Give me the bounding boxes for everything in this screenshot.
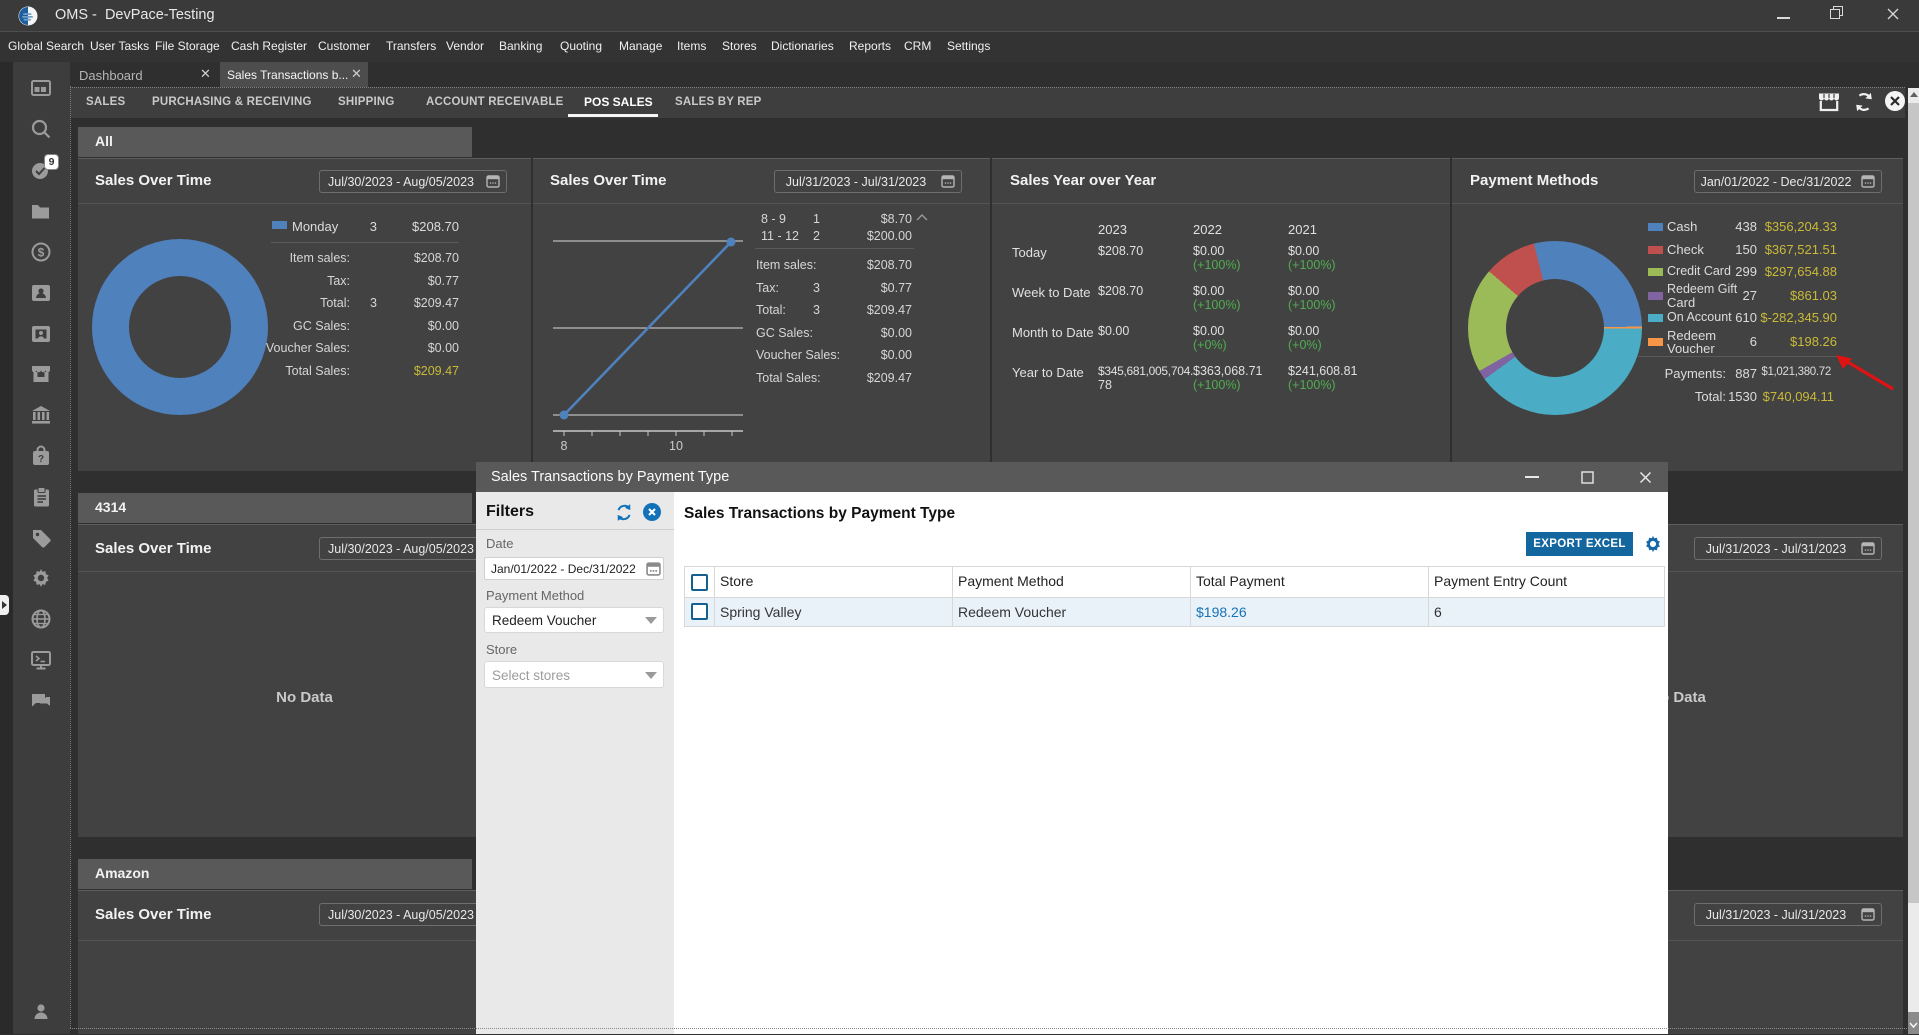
svg-text:?: ? [38, 454, 44, 465]
svg-text:8: 8 [561, 439, 568, 453]
svg-text:10: 10 [669, 439, 683, 453]
svg-text:$: $ [38, 246, 45, 260]
